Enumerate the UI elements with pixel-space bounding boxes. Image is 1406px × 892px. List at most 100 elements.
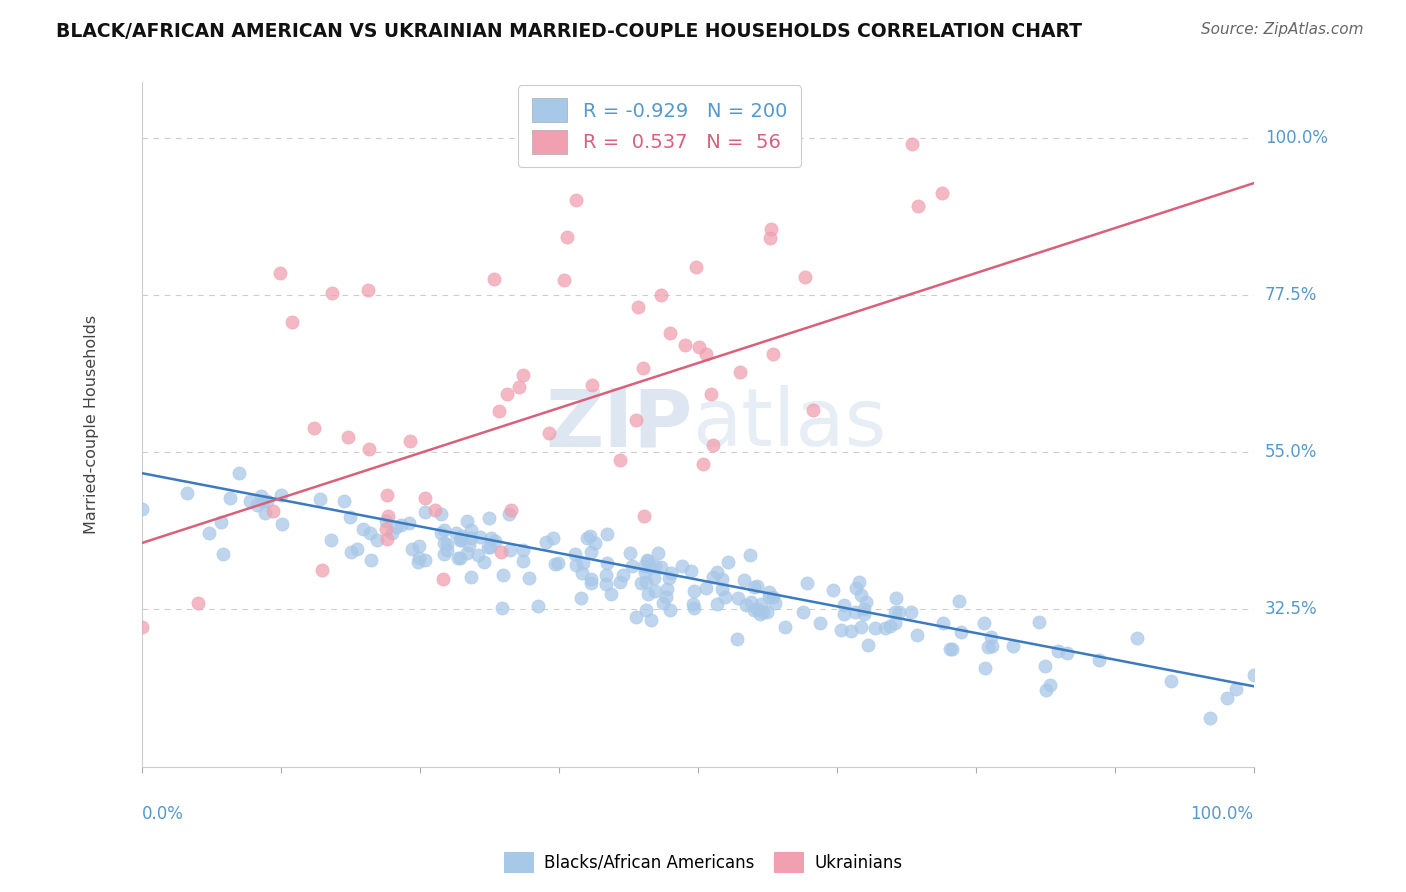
Point	[499, 543, 522, 558]
Point	[810, 616, 832, 631]
Point	[830, 624, 852, 638]
Text: atlas: atlas	[692, 385, 887, 463]
Point	[634, 565, 657, 579]
Point	[794, 269, 817, 284]
Point	[484, 272, 506, 286]
Point	[458, 538, 481, 552]
Point	[1088, 653, 1111, 667]
Point	[931, 186, 953, 200]
Point	[553, 273, 575, 287]
Point	[579, 544, 602, 558]
Point	[941, 642, 963, 657]
Point	[627, 301, 650, 315]
Point	[673, 338, 696, 352]
Point	[479, 541, 502, 555]
Point	[450, 531, 472, 545]
Point	[425, 503, 447, 517]
Point	[695, 347, 717, 361]
Point	[630, 576, 652, 591]
Point	[981, 639, 1004, 653]
Point	[845, 581, 868, 595]
Point	[479, 531, 502, 545]
Point	[762, 590, 785, 604]
Point	[460, 523, 482, 537]
Point	[773, 620, 796, 634]
Point	[633, 558, 655, 573]
Point	[572, 556, 595, 570]
Point	[544, 558, 567, 572]
Point	[745, 602, 768, 616]
Point	[640, 613, 662, 627]
Point	[634, 602, 657, 616]
Point	[1225, 682, 1247, 697]
Point	[938, 642, 960, 657]
Point	[633, 361, 655, 376]
Point	[398, 516, 420, 531]
Point	[932, 616, 955, 631]
Point	[269, 266, 291, 280]
Text: ZIP: ZIP	[546, 385, 692, 463]
Point	[534, 535, 557, 549]
Point	[1028, 615, 1050, 629]
Point	[450, 533, 472, 547]
Point	[239, 494, 262, 508]
Point	[973, 616, 995, 631]
Point	[432, 572, 454, 586]
Point	[430, 507, 453, 521]
Point	[1047, 644, 1070, 658]
Text: 0.0%: 0.0%	[142, 805, 184, 823]
Point	[198, 526, 221, 541]
Point	[389, 518, 412, 533]
Point	[436, 542, 458, 557]
Point	[491, 601, 513, 615]
Point	[252, 494, 274, 508]
Point	[579, 573, 602, 587]
Point	[832, 607, 855, 622]
Point	[228, 466, 250, 480]
Point	[821, 582, 844, 597]
Point	[484, 533, 506, 548]
Point	[336, 430, 359, 444]
Point	[219, 491, 242, 505]
Point	[727, 591, 749, 606]
Point	[658, 326, 681, 341]
Point	[710, 582, 733, 596]
Point	[209, 515, 232, 529]
Point	[792, 605, 814, 619]
Point	[855, 595, 877, 609]
Point	[595, 568, 617, 582]
Point	[1002, 639, 1025, 653]
Point	[579, 576, 602, 591]
Point	[406, 555, 429, 569]
Point	[851, 588, 873, 602]
Point	[302, 421, 325, 435]
Point	[702, 438, 724, 452]
Point	[644, 583, 666, 598]
Point	[360, 553, 382, 567]
Point	[408, 539, 430, 553]
Text: 100.0%: 100.0%	[1265, 128, 1327, 147]
Point	[853, 607, 876, 622]
Point	[492, 567, 515, 582]
Point	[638, 560, 661, 574]
Point	[595, 577, 617, 591]
Point	[889, 605, 911, 619]
Point	[433, 547, 456, 561]
Point	[281, 316, 304, 330]
Point	[636, 553, 658, 567]
Point	[339, 510, 361, 524]
Point	[578, 529, 600, 543]
Point	[1198, 711, 1220, 725]
Point	[695, 582, 717, 596]
Point	[596, 556, 619, 570]
Point	[841, 624, 863, 638]
Point	[131, 502, 153, 516]
Point	[1216, 690, 1239, 705]
Point	[375, 533, 398, 547]
Point	[977, 640, 1000, 655]
Point	[375, 522, 398, 536]
Point	[728, 365, 751, 379]
Point	[742, 603, 765, 617]
Point	[763, 596, 786, 610]
Point	[498, 508, 520, 522]
